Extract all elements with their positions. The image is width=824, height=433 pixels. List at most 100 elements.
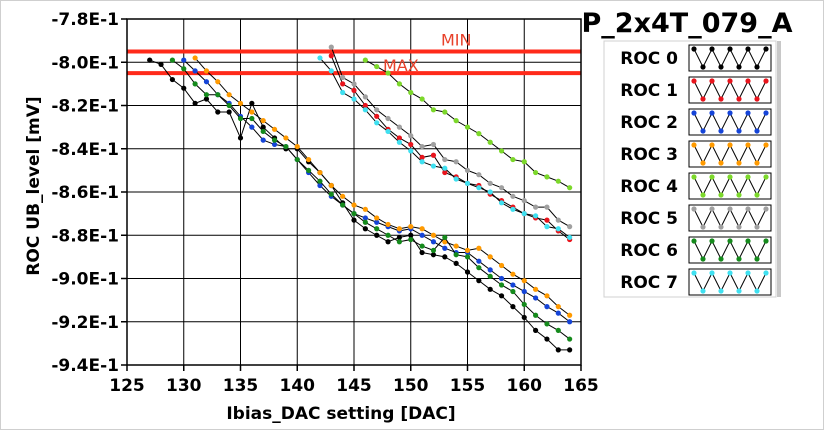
y-tick-label: -9.4E-1 (51, 356, 119, 376)
data-point (169, 76, 175, 83)
legend-marker (736, 160, 742, 166)
y-tick-label: -8.2E-1 (51, 97, 119, 117)
data-point (510, 288, 516, 295)
data-point (498, 275, 505, 282)
data-point (510, 193, 516, 199)
y-tick-label: -9.2E-1 (51, 313, 119, 333)
data-point (510, 206, 516, 212)
data-point (544, 293, 550, 299)
legend-marker (763, 110, 769, 116)
legend-marker (727, 110, 733, 116)
data-point (487, 189, 493, 195)
data-point (533, 312, 539, 318)
data-point (328, 182, 334, 189)
legend-marker (709, 110, 715, 116)
data-point (396, 239, 402, 245)
data-point (351, 211, 357, 217)
data-point (567, 312, 573, 318)
data-point (498, 293, 505, 299)
data-point (453, 118, 459, 124)
legend-scrollbar[interactable] (777, 41, 781, 297)
legend-marker (754, 224, 760, 230)
x-tick-label: 150 (393, 376, 429, 396)
data-point (442, 169, 448, 176)
data-point (215, 92, 221, 98)
legend-label: ROC 2 (620, 113, 678, 133)
legend-label: ROC 7 (620, 273, 678, 293)
data-point (408, 236, 414, 243)
data-point (453, 243, 459, 249)
data-point (385, 70, 391, 76)
data-point (283, 135, 289, 141)
legend-marker (700, 128, 706, 134)
legend-marker (727, 206, 733, 212)
data-point (487, 286, 493, 292)
legend-item-roc-3: ROC 3 (620, 140, 772, 168)
data-point (430, 239, 437, 245)
data-point (442, 109, 448, 115)
data-point (464, 254, 471, 260)
data-point (351, 81, 357, 87)
data-point (317, 182, 323, 189)
data-point (351, 202, 357, 208)
x-axis-title: Ibias_DAC setting [DAC] (226, 404, 455, 424)
legend-marker (700, 192, 706, 198)
legend-marker (736, 224, 742, 230)
data-point (567, 347, 573, 353)
data-point (181, 85, 187, 91)
data-point (419, 243, 425, 249)
data-point (476, 265, 482, 271)
reference-lines: MIN MAX (127, 30, 581, 76)
data-point (453, 159, 459, 165)
data-point (510, 156, 516, 163)
data-point (249, 109, 255, 115)
data-point (453, 260, 459, 266)
legend-item-roc-2: ROC 2 (620, 108, 772, 136)
legend-item-roc-5: ROC 5 (620, 204, 772, 232)
data-point (362, 219, 368, 225)
x-tick-label: 130 (166, 376, 202, 396)
data-point (419, 143, 425, 150)
legend-marker (727, 238, 733, 244)
data-point (408, 89, 414, 96)
data-point (351, 217, 357, 223)
legend-marker (709, 238, 715, 244)
legend-marker (700, 288, 706, 294)
data-point (430, 247, 437, 253)
data-point (476, 278, 482, 284)
legend-marker (700, 224, 706, 230)
data-point (362, 226, 368, 232)
data-point (249, 100, 255, 106)
data-point (464, 124, 471, 130)
data-point (498, 148, 505, 154)
legend-marker (745, 78, 751, 84)
data-point (374, 215, 380, 221)
legend-marker (700, 96, 706, 102)
legend-marker (691, 46, 697, 52)
data-point (203, 96, 210, 102)
legend-marker (745, 46, 751, 52)
legend-label: ROC 1 (620, 81, 678, 101)
data-point (555, 304, 561, 310)
data-point (567, 185, 573, 191)
data-point (192, 55, 198, 61)
legend-marker (736, 288, 742, 294)
data-point (430, 163, 437, 169)
legend-marker (754, 288, 760, 294)
legend-marker (700, 160, 706, 166)
legend-marker (718, 288, 724, 294)
x-tick-label: 165 (563, 376, 599, 396)
data-point (487, 273, 493, 279)
legend-marker (718, 224, 724, 230)
legend: ROC 0 ROC 1 ROC 2 ROC 3 ROC 4 ROC 5 ROC 6 ROC 7 (603, 40, 781, 298)
data-point (249, 115, 255, 122)
data-point (453, 176, 459, 182)
data-point (544, 174, 550, 180)
data-point (271, 126, 278, 132)
data-point (215, 109, 221, 115)
y-tick-label: -8.8E-1 (51, 226, 119, 246)
legend-label: ROC 3 (620, 145, 678, 165)
data-point (396, 139, 402, 145)
